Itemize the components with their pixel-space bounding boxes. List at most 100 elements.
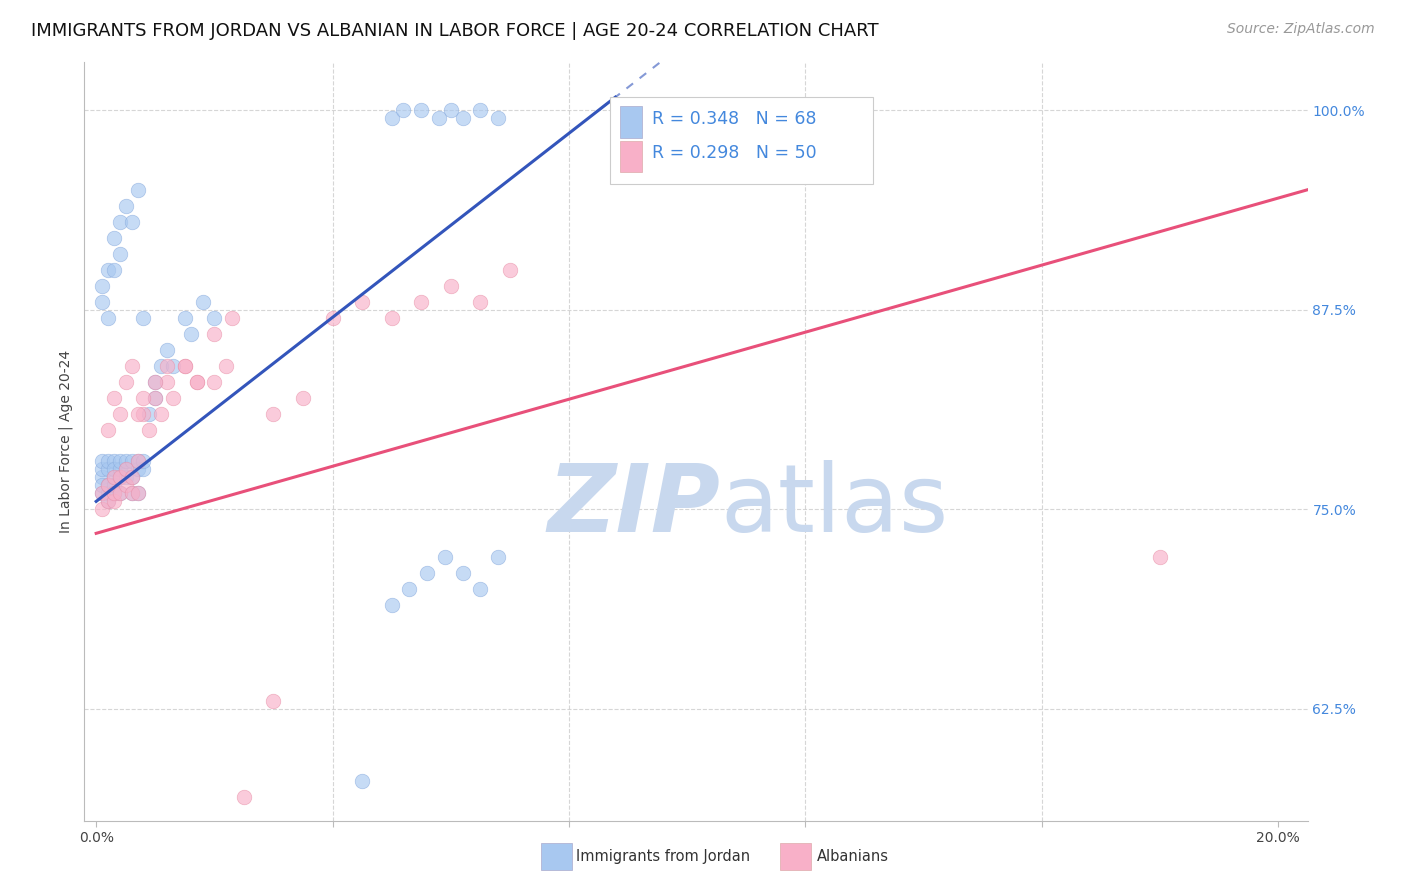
Point xyxy=(156,375,179,389)
Point xyxy=(127,454,149,468)
Point xyxy=(411,103,433,118)
Point xyxy=(97,310,120,325)
Text: Source: ZipAtlas.com: Source: ZipAtlas.com xyxy=(1227,22,1375,37)
Point xyxy=(108,470,131,484)
Point xyxy=(91,486,114,500)
Point xyxy=(97,263,120,277)
Point xyxy=(103,478,125,492)
Point xyxy=(114,462,136,476)
Point xyxy=(470,582,492,597)
Point xyxy=(150,407,173,421)
Point xyxy=(262,694,284,708)
Y-axis label: In Labor Force | Age 20-24: In Labor Force | Age 20-24 xyxy=(59,350,73,533)
Point xyxy=(150,359,173,373)
Point xyxy=(132,391,155,405)
Point xyxy=(440,279,463,293)
Point xyxy=(132,462,155,476)
Point xyxy=(143,391,166,405)
Point xyxy=(114,470,136,484)
Point xyxy=(121,454,143,468)
Point xyxy=(121,486,143,500)
Point xyxy=(97,454,120,468)
Point xyxy=(232,789,254,804)
Point xyxy=(352,773,374,788)
Point xyxy=(114,199,136,213)
Point xyxy=(103,454,125,468)
Point xyxy=(470,294,492,309)
Point xyxy=(97,478,120,492)
Point xyxy=(292,391,315,405)
Point xyxy=(127,486,149,500)
Point xyxy=(97,494,120,508)
Point xyxy=(381,112,404,126)
Text: Albanians: Albanians xyxy=(817,849,889,863)
Point xyxy=(97,494,120,508)
Point xyxy=(108,486,131,500)
Point xyxy=(162,359,184,373)
Point xyxy=(121,486,143,500)
Point xyxy=(121,215,143,229)
Point xyxy=(486,112,509,126)
Point xyxy=(97,462,120,476)
Point xyxy=(143,375,166,389)
Point xyxy=(398,582,420,597)
Point xyxy=(103,462,125,476)
Point xyxy=(121,470,143,484)
Point xyxy=(108,215,131,229)
Point xyxy=(108,407,131,421)
Point xyxy=(91,279,114,293)
Text: ZIP: ZIP xyxy=(547,460,720,552)
Point xyxy=(499,263,522,277)
Point xyxy=(91,294,114,309)
Text: Immigrants from Jordan: Immigrants from Jordan xyxy=(576,849,751,863)
Point xyxy=(202,326,225,341)
FancyBboxPatch shape xyxy=(620,141,643,172)
Point xyxy=(114,478,136,492)
Point xyxy=(108,462,131,476)
Point xyxy=(97,478,120,492)
Point xyxy=(103,391,125,405)
Point xyxy=(108,454,131,468)
Point xyxy=(186,375,208,389)
Text: R = 0.348   N = 68: R = 0.348 N = 68 xyxy=(652,111,817,128)
Point xyxy=(127,454,149,468)
Point xyxy=(91,462,114,476)
Point xyxy=(215,359,238,373)
Point xyxy=(138,407,160,421)
Point xyxy=(186,375,208,389)
Point xyxy=(440,103,463,118)
Text: atlas: atlas xyxy=(720,460,949,552)
Point xyxy=(352,294,374,309)
Point xyxy=(433,550,456,565)
Point xyxy=(91,478,114,492)
Point xyxy=(97,486,120,500)
Point xyxy=(202,375,225,389)
Point xyxy=(173,359,195,373)
Point xyxy=(97,423,120,437)
Point xyxy=(91,454,114,468)
Point xyxy=(103,486,125,500)
Point xyxy=(1149,550,1171,565)
Text: IMMIGRANTS FROM JORDAN VS ALBANIAN IN LABOR FORCE | AGE 20-24 CORRELATION CHART: IMMIGRANTS FROM JORDAN VS ALBANIAN IN LA… xyxy=(31,22,879,40)
Point xyxy=(108,470,131,484)
Point xyxy=(91,502,114,516)
Point xyxy=(114,375,136,389)
Point xyxy=(451,566,474,581)
Point xyxy=(121,470,143,484)
Point xyxy=(132,310,155,325)
Point xyxy=(114,462,136,476)
Point xyxy=(132,454,155,468)
Point xyxy=(416,566,439,581)
Point xyxy=(173,359,195,373)
Point xyxy=(451,112,474,126)
Point xyxy=(156,343,179,357)
Point xyxy=(411,294,433,309)
Point xyxy=(103,486,125,500)
Point xyxy=(103,494,125,508)
Point xyxy=(91,470,114,484)
Point xyxy=(103,263,125,277)
Point xyxy=(103,470,125,484)
Point xyxy=(127,183,149,197)
FancyBboxPatch shape xyxy=(610,96,873,184)
Point xyxy=(381,598,404,612)
